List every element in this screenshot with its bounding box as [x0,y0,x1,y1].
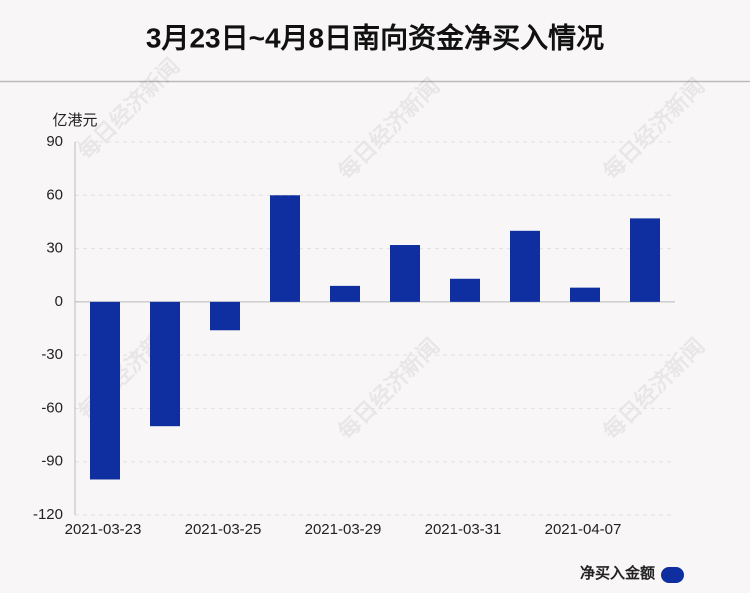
y-tick-label: -30 [41,346,63,363]
bar [510,230,540,302]
x-tick-label: 2021-03-29 [305,521,382,538]
x-tick-label: 2021-04-07 [545,521,622,538]
bar [390,245,420,302]
legend-label: 净买入金额 [580,564,655,582]
bar [270,195,300,302]
chart-title: 3月23日~4月8日南向资金净买入情况 [146,21,604,53]
y-tick-label: 60 [46,186,63,203]
y-tick-label: 30 [46,240,63,257]
y-tick-label: -90 [41,453,63,470]
bar [630,218,660,302]
y-tick-label: 0 [55,293,63,310]
y-axis-label: 亿港元 [52,112,97,129]
bar [90,301,120,480]
y-tick-label: -60 [41,399,63,416]
y-tick-label: 90 [46,133,63,150]
bar [450,278,480,302]
y-tick-label: -120 [33,506,63,523]
bar [330,285,360,302]
bar [150,301,180,427]
bar [570,287,600,302]
x-tick-label: 2021-03-23 [65,521,142,538]
bar [210,301,240,331]
x-tick-label: 2021-03-31 [425,521,502,538]
x-tick-label: 2021-03-25 [185,521,262,538]
legend-swatch [661,567,684,583]
